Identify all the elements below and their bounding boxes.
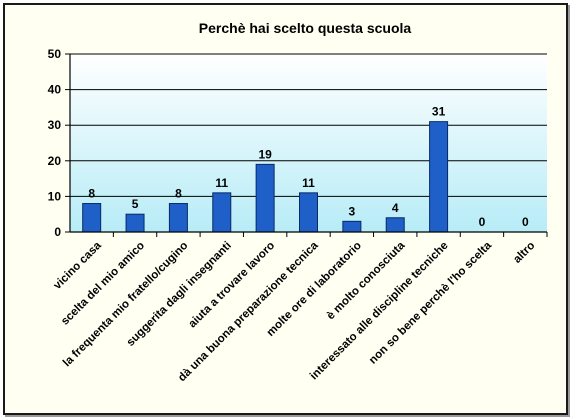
- category-label: aiuta a trovare lavoro: [187, 240, 278, 331]
- data-label: 4: [392, 201, 399, 215]
- category-label: scelta del mio amico: [59, 240, 147, 328]
- chart-title: Perchè hai scelto questa scuola: [199, 20, 412, 36]
- bar-6: [299, 192, 318, 233]
- data-label: 19: [258, 147, 272, 161]
- bar-9: [429, 121, 449, 233]
- data-label: 11: [215, 176, 228, 190]
- bar-2: [125, 213, 145, 233]
- data-label: 3: [349, 204, 356, 218]
- data-label: 8: [88, 187, 95, 201]
- data-label: 31: [432, 105, 446, 119]
- data-label: 5: [132, 197, 139, 211]
- y-tick-label: 10: [48, 189, 62, 203]
- bar-chart: Perchè hai scelto questa scuola 01020304…: [48, 20, 548, 384]
- chart-frame: Perchè hai scelto questa scuola 0 10 20 30 4…: [3, 3, 568, 415]
- category-label: è molto conosciuta: [325, 239, 408, 322]
- y-tick-label: 30: [48, 118, 62, 132]
- bar-4: [212, 192, 232, 233]
- bar-5: [255, 163, 275, 233]
- data-label: 0: [522, 215, 529, 229]
- data-label: 8: [175, 187, 182, 201]
- y-tick-label: 20: [48, 154, 62, 168]
- y-tick-label: 50: [48, 47, 62, 61]
- bar-7: [342, 220, 362, 233]
- data-label: 0: [479, 215, 486, 229]
- data-label: 11: [302, 176, 315, 190]
- category-label: altro: [511, 240, 537, 266]
- bar-1: [82, 203, 102, 233]
- y-tick-label: 40: [48, 83, 62, 97]
- bar-8: [385, 217, 405, 233]
- bar-3: [168, 203, 188, 233]
- y-tick-label: 0: [54, 225, 61, 239]
